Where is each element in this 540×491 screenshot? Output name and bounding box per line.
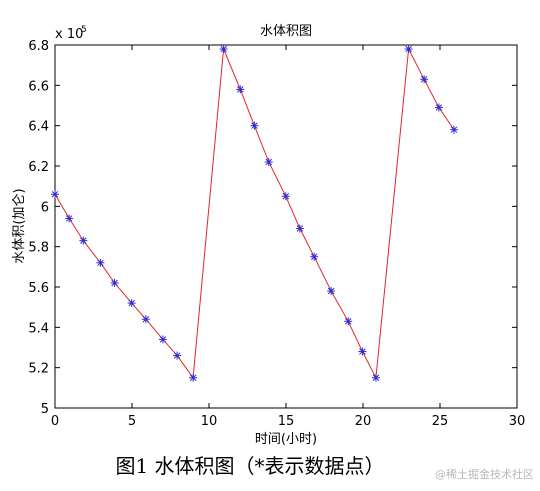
x-ticks: 0 5 10 15 20 25 30	[51, 45, 525, 429]
data-point-marker	[173, 351, 182, 360]
x-tick-label: 5	[128, 414, 136, 429]
data-point-marker	[371, 373, 380, 382]
data-point-marker	[404, 45, 413, 54]
y-tick-label: 6.6	[28, 79, 49, 94]
data-point-marker	[358, 347, 367, 356]
data-point-marker	[219, 45, 228, 54]
data-point-marker	[295, 224, 304, 233]
y-tick-label: 6.2	[28, 160, 49, 175]
data-point-marker	[264, 157, 273, 166]
data-markers	[51, 45, 459, 382]
data-point-marker	[79, 236, 88, 245]
chart: 水体积图 x 10 5 时间(小时) 水体积(加仑) 0 5 10 15 20 25 30 …	[12, 24, 525, 447]
plot-frame	[54, 44, 518, 409]
data-point-marker	[420, 75, 429, 84]
data-point-marker	[127, 299, 136, 308]
watermark: @稀土掘金技术社区	[435, 468, 534, 481]
y-tick-label: 5.2	[28, 362, 49, 377]
x-tick-label: 0	[51, 414, 59, 429]
data-point-marker	[65, 214, 74, 223]
data-point-marker	[110, 278, 119, 287]
data-point-marker	[189, 373, 198, 382]
x-tick-label: 25	[432, 414, 449, 429]
x-tick-label: 10	[201, 414, 218, 429]
x-tick-label: 15	[278, 414, 295, 429]
data-point-marker	[51, 190, 59, 199]
y-tick-label: 5.4	[28, 321, 49, 336]
data-point-marker	[158, 335, 167, 344]
data-point-marker	[281, 192, 290, 201]
y-exponent: x 10 5	[55, 25, 87, 42]
x-tick-label: 20	[355, 414, 372, 429]
data-point-marker	[310, 252, 319, 261]
data-point-marker	[434, 103, 443, 112]
data-point-marker	[250, 121, 259, 130]
y-axis-label: 水体积(加仑)	[12, 188, 27, 263]
y-tick-label: 6.4	[28, 120, 49, 135]
chart-title: 水体积图	[260, 24, 312, 39]
y-exponent-power: 5	[81, 25, 87, 35]
y-tick-label: 6	[41, 200, 49, 215]
y-tick-label: 5	[41, 402, 49, 417]
y-tick-label: 6.8	[28, 39, 49, 54]
data-point-marker	[344, 317, 353, 326]
x-tick-label: 30	[509, 414, 526, 429]
y-ticks: 5 5.2 5.4 5.6 5.8 6 6.2 6.4 6.6 6.8	[28, 39, 517, 417]
x-axis-label: 时间(小时)	[255, 432, 317, 447]
y-exponent-label: x 10	[55, 27, 83, 42]
data-point-marker	[450, 125, 459, 134]
figure-caption: 图1 水体积图（*表示数据点）	[115, 454, 385, 478]
data-point-marker	[141, 315, 150, 324]
y-tick-label: 5.8	[28, 241, 49, 256]
data-point-marker	[96, 258, 105, 267]
y-tick-label: 5.6	[28, 281, 49, 296]
data-point-marker	[327, 287, 336, 296]
data-point-marker	[236, 85, 245, 94]
